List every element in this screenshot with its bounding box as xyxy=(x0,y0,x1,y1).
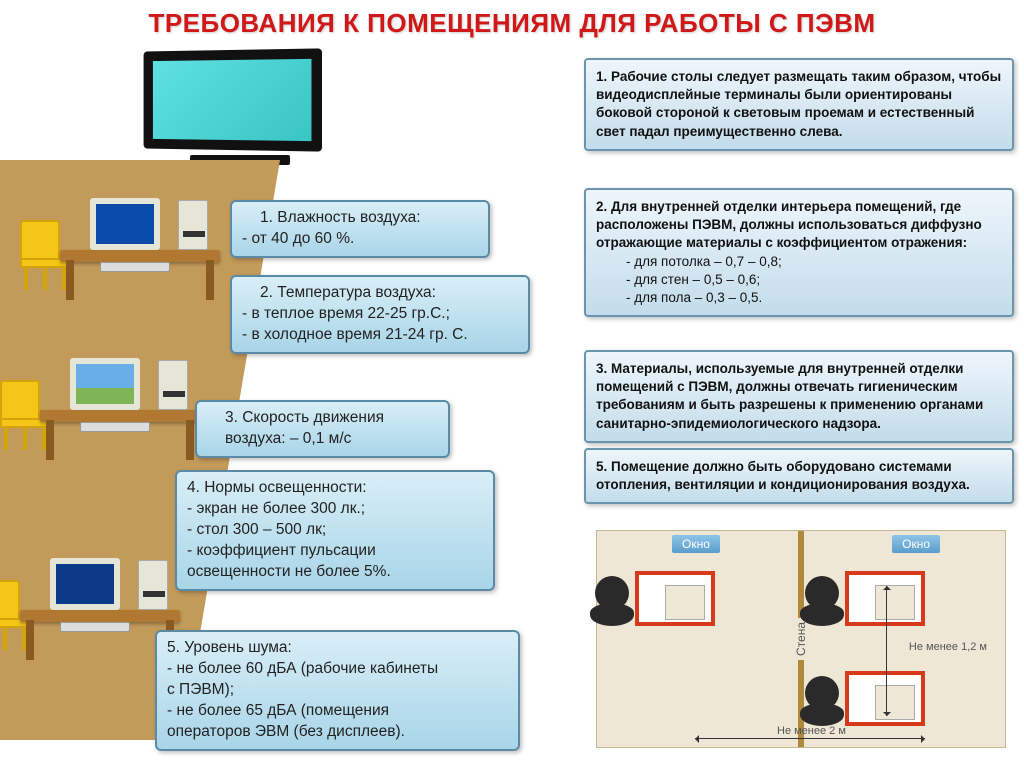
note-reflection-coeff: 2. Для внутренней отделки интерьера поме… xyxy=(584,188,1014,317)
desk-icon xyxy=(20,610,180,622)
note-materials: 3. Материалы, используемые для внутренне… xyxy=(584,350,1014,443)
desk-plan-icon xyxy=(635,571,715,626)
requirement-air-speed: 3. Скорость движения воздуха: – 0,1 м/с xyxy=(195,400,450,458)
requirement-humidity: 1. Влажность воздуха: - от 40 до 60 %. xyxy=(230,200,490,258)
req-line: - в теплое время 22-25 гр.С.; xyxy=(242,304,518,325)
requirement-temperature: 2. Температура воздуха: - в теплое время… xyxy=(230,275,530,354)
requirement-lighting: 4. Нормы освещенности: - экран не более … xyxy=(175,470,495,591)
note-text: 1. Рабочие столы следует размещать таким… xyxy=(596,69,1001,139)
req-head: 2. Температура воздуха: xyxy=(242,283,518,304)
page-title: ТРЕБОВАНИЯ К ПОМЕЩЕНИЯМ ДЛЯ РАБОТЫ С ПЭВ… xyxy=(0,8,1024,39)
note-sub: - для пола – 0,3 – 0,5. xyxy=(596,289,1002,307)
req-line: - от 40 до 60 %. xyxy=(242,229,478,250)
req-line: - в холодное время 21-24 гр. С. xyxy=(242,325,518,346)
dimension-vertical xyxy=(886,586,887,716)
note-sub: - для потолка – 0,7 – 0,8; xyxy=(596,253,1002,271)
pc-tower-icon xyxy=(178,200,208,250)
req-line: - не более 60 дБА (рабочие кабинеты xyxy=(167,659,508,680)
requirement-noise: 5. Уровень шума: - не более 60 дБА (рабо… xyxy=(155,630,520,751)
diagram-station xyxy=(635,571,765,626)
pc-tower-icon xyxy=(158,360,188,410)
dimension-horizontal-label: Не менее 2 м xyxy=(777,725,846,737)
hero-monitor-illustration xyxy=(140,50,340,170)
keyboard-icon xyxy=(80,422,150,432)
person-icon xyxy=(805,676,839,710)
monitor-icon xyxy=(90,198,160,250)
window-label: Окно xyxy=(892,535,940,553)
req-head: 1. Влажность воздуха: xyxy=(242,208,478,229)
desk-plan-icon xyxy=(845,571,925,626)
diagram-station xyxy=(845,571,975,626)
keyboard-icon xyxy=(100,262,170,272)
note-text: 5. Помещение должно быть оборудовано сис… xyxy=(596,459,970,492)
note-text: 3. Материалы, используемые для внутренне… xyxy=(596,361,983,431)
pc-tower-icon xyxy=(138,560,168,610)
dimension-vertical-label: Не менее 1,2 м xyxy=(909,641,987,653)
workstation-1 xyxy=(60,180,230,300)
desk-icon xyxy=(60,250,220,262)
note-hvac: 5. Помещение должно быть оборудовано сис… xyxy=(584,448,1014,504)
req-line: освещенности не более 5%. xyxy=(187,562,483,583)
req-line: - экран не более 300 лк.; xyxy=(187,499,483,520)
person-icon xyxy=(805,576,839,610)
wall-label: Стена xyxy=(793,618,809,660)
workstation-2 xyxy=(40,340,210,460)
desk-icon xyxy=(40,410,200,422)
req-line: воздуха: – 0,1 м/с xyxy=(207,429,438,450)
req-line: операторов ЭВМ (без дисплеев). xyxy=(167,722,508,743)
monitor-icon xyxy=(70,358,140,410)
req-line: - не более 65 дБА (помещения xyxy=(167,701,508,722)
req-head: 5. Уровень шума: xyxy=(167,638,508,659)
req-head: 3. Скорость движения xyxy=(207,408,438,429)
dimension-horizontal xyxy=(695,738,925,739)
person-icon xyxy=(595,576,629,610)
keyboard-icon xyxy=(60,622,130,632)
monitor-icon xyxy=(50,558,120,610)
req-line: с ПЭВМ); xyxy=(167,680,508,701)
req-head: 4. Нормы освещенности: xyxy=(187,478,483,499)
req-line: - стол 300 – 500 лк; xyxy=(187,520,483,541)
window-label: Окно xyxy=(672,535,720,553)
note-sub: - для стен – 0,5 – 0,6; xyxy=(596,271,1002,289)
note-desk-placement: 1. Рабочие столы следует размещать таким… xyxy=(584,58,1014,151)
room-layout-diagram: Стена Окно Окно Не менее 1,2 м Не менее … xyxy=(596,530,1006,748)
req-line: - коэффициент пульсации xyxy=(187,541,483,562)
note-head: 2. Для внутренней отделки интерьера поме… xyxy=(596,199,982,250)
diagram-station xyxy=(845,671,975,726)
